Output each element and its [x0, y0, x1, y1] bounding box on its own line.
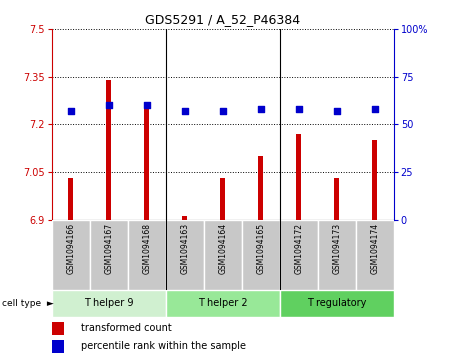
Bar: [52, 290, 166, 317]
Bar: [356, 220, 394, 290]
Point: [105, 102, 112, 108]
Bar: [52, 220, 90, 290]
Text: GSM1094164: GSM1094164: [218, 223, 227, 274]
Bar: [166, 220, 204, 290]
Text: T helper 9: T helper 9: [84, 298, 134, 309]
Bar: [318, 220, 356, 290]
Text: transformed count: transformed count: [81, 323, 171, 333]
Point: [257, 106, 264, 112]
Text: GSM1094165: GSM1094165: [256, 223, 265, 274]
Bar: [52, 322, 64, 335]
Text: T regulatory: T regulatory: [307, 298, 366, 309]
Bar: [280, 220, 318, 290]
Bar: [204, 220, 242, 290]
Bar: [258, 156, 263, 220]
Text: GSM1094163: GSM1094163: [180, 223, 189, 274]
Text: cell type  ►: cell type ►: [2, 299, 54, 308]
Bar: [182, 216, 187, 220]
Text: GSM1094167: GSM1094167: [104, 223, 113, 274]
Bar: [107, 80, 111, 220]
Bar: [242, 220, 280, 290]
Point: [143, 102, 150, 108]
Point: [295, 106, 302, 112]
Text: GSM1094174: GSM1094174: [370, 223, 379, 274]
Point: [333, 108, 340, 114]
Bar: [144, 102, 149, 220]
Bar: [297, 134, 301, 220]
Text: GSM1094166: GSM1094166: [66, 223, 75, 274]
Bar: [280, 290, 394, 317]
Point: [67, 108, 74, 114]
Point: [181, 108, 189, 114]
Bar: [68, 178, 73, 220]
Text: GSM1094172: GSM1094172: [294, 223, 303, 274]
Bar: [373, 140, 377, 220]
Point: [219, 108, 226, 114]
Text: GSM1094173: GSM1094173: [332, 223, 341, 274]
Title: GDS5291 / A_52_P46384: GDS5291 / A_52_P46384: [145, 13, 300, 26]
Bar: [128, 220, 166, 290]
Bar: [166, 290, 280, 317]
Text: GSM1094168: GSM1094168: [142, 223, 151, 274]
Text: T helper 2: T helper 2: [198, 298, 248, 309]
Bar: [52, 340, 64, 353]
Point: [371, 106, 378, 112]
Text: percentile rank within the sample: percentile rank within the sample: [81, 342, 246, 351]
Bar: [334, 178, 339, 220]
Bar: [90, 220, 128, 290]
Bar: [220, 178, 225, 220]
